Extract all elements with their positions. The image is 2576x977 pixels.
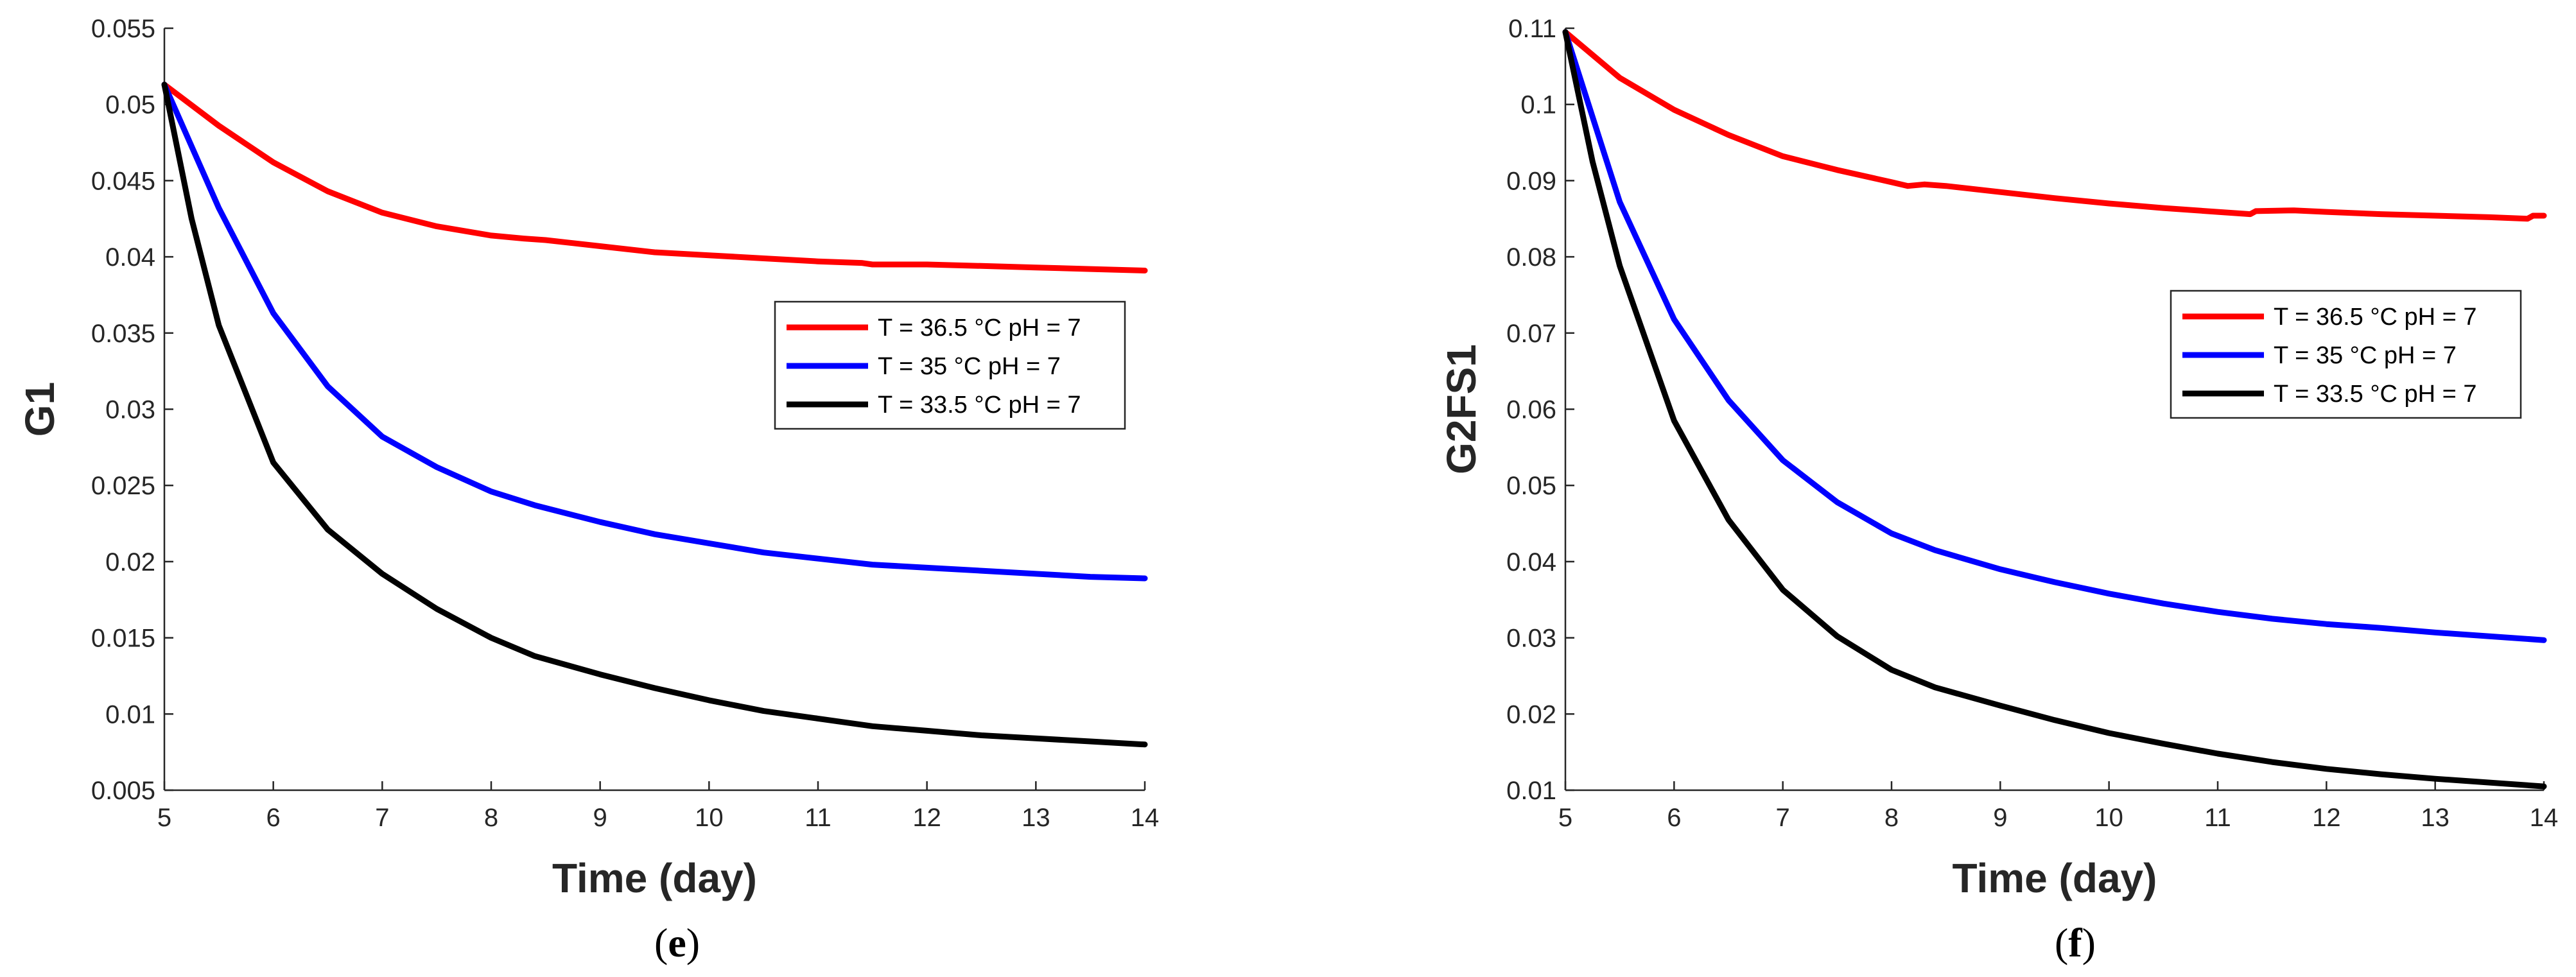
chart-panel-e: 5 6 7 8 9 10 11 12 13 14 0.005 0.01 0.015 0.02 0.025 0.… bbox=[17, 15, 1159, 965]
y-tick-label-f: 0.03 bbox=[1506, 625, 1556, 653]
y-tick-label-e: 0.005 bbox=[91, 777, 155, 805]
x-tick-label-e: 7 bbox=[375, 804, 389, 832]
y-axis-title-e: G1 bbox=[17, 382, 63, 437]
x-tick-label-e: 6 bbox=[266, 804, 281, 832]
y-tick-label-e: 0.035 bbox=[91, 320, 155, 348]
y-tick-label-e: 0.03 bbox=[105, 396, 155, 424]
y-tick-label-e: 0.015 bbox=[91, 625, 155, 653]
caption-letter: f bbox=[2068, 920, 2082, 965]
x-tick-label-e: 13 bbox=[1022, 804, 1050, 832]
x-tick-label-f: 9 bbox=[1993, 804, 2007, 832]
series-line-f-2 bbox=[1562, 29, 2547, 790]
series-line-e-0 bbox=[161, 82, 1148, 273]
y-tick-label-e: 0.055 bbox=[91, 15, 155, 43]
x-tick-label-f: 5 bbox=[1558, 804, 1572, 832]
x-tick-label-f: 6 bbox=[1667, 804, 1681, 832]
legend-label-f-2: T = 33.5 °C pH = 7 bbox=[2274, 381, 2477, 408]
y-axis-title-f: G2FS1 bbox=[1438, 344, 1484, 474]
caption-close-paren: ) bbox=[686, 920, 700, 965]
x-tick-label-e: 14 bbox=[1131, 804, 1160, 832]
y-tick-label-e: 0.04 bbox=[105, 243, 155, 272]
x-axis-title-e: Time (day) bbox=[552, 855, 757, 901]
caption-letter: e bbox=[668, 920, 686, 965]
x-tick-label-f: 8 bbox=[1884, 804, 1899, 832]
chart-panel-f: 5 6 7 8 9 10 11 12 13 14 0.01 0.02 0.03 0.04 0.05 0.06 0… bbox=[1438, 15, 2558, 965]
series-line-f-0 bbox=[1562, 29, 2547, 222]
legend-e: T = 36.5 °C pH = 7 T = 35 °C pH = 7 T = 33… bbox=[774, 300, 1126, 430]
y-tick-label-f: 0.1 bbox=[1520, 91, 1556, 119]
y-tick-label-f: 0.01 bbox=[1506, 777, 1556, 805]
series-line-f-1 bbox=[1562, 29, 2547, 643]
series-line-e-1 bbox=[161, 82, 1148, 582]
legend-label-f-1: T = 35 °C pH = 7 bbox=[2274, 342, 2457, 369]
y-tick-label-e: 0.025 bbox=[91, 472, 155, 500]
x-tick-label-f: 12 bbox=[2312, 804, 2341, 832]
x-tick-label-f: 14 bbox=[2530, 804, 2559, 832]
y-tick-label-f: 0.07 bbox=[1506, 320, 1556, 348]
x-tick-label-f: 10 bbox=[2094, 804, 2123, 832]
x-tick-label-f: 7 bbox=[1776, 804, 1790, 832]
legend-label-e-2: T = 33.5 °C pH = 7 bbox=[878, 392, 1081, 419]
x-tick-label-e: 11 bbox=[805, 804, 831, 832]
y-tick-label-f: 0.02 bbox=[1506, 700, 1556, 729]
legend-label-e-1: T = 35 °C pH = 7 bbox=[878, 353, 1061, 380]
panel-caption-e: (e) bbox=[654, 920, 700, 965]
y-tick-label-f: 0.11 bbox=[1508, 15, 1556, 43]
y-tick-label-e: 0.01 bbox=[105, 700, 155, 729]
panel-caption-f: (f) bbox=[2055, 920, 2096, 965]
y-tick-label-f: 0.08 bbox=[1506, 243, 1556, 272]
caption-open-paren: ( bbox=[654, 920, 668, 965]
x-tick-label-e: 5 bbox=[157, 804, 171, 832]
legend-label-e-0: T = 36.5 °C pH = 7 bbox=[878, 315, 1081, 342]
x-tick-label-f: 13 bbox=[2421, 804, 2450, 832]
y-tick-label-f: 0.05 bbox=[1506, 472, 1556, 500]
y-tick-label-e: 0.045 bbox=[91, 167, 155, 195]
series-line-e-2 bbox=[161, 82, 1148, 748]
y-tick-label-e: 0.05 bbox=[105, 91, 155, 119]
x-axis-title-f: Time (day) bbox=[1953, 855, 2157, 901]
legend-label-f-0: T = 36.5 °C pH = 7 bbox=[2274, 304, 2477, 331]
caption-close-paren: ) bbox=[2082, 920, 2096, 965]
y-tick-label-f: 0.04 bbox=[1506, 548, 1556, 576]
y-tick-label-f: 0.09 bbox=[1506, 167, 1556, 195]
caption-open-paren: ( bbox=[2055, 920, 2068, 965]
x-tick-label-f: 11 bbox=[2204, 804, 2231, 832]
x-tick-label-e: 9 bbox=[593, 804, 607, 832]
y-tick-label-e: 0.02 bbox=[105, 548, 155, 576]
y-tick-label-f: 0.06 bbox=[1506, 396, 1556, 424]
x-tick-label-e: 8 bbox=[484, 804, 498, 832]
x-tick-label-e: 12 bbox=[912, 804, 941, 832]
legend-f: T = 36.5 °C pH = 7 T = 35 °C pH = 7 T = 33… bbox=[2170, 290, 2522, 419]
x-tick-label-e: 10 bbox=[695, 804, 724, 832]
